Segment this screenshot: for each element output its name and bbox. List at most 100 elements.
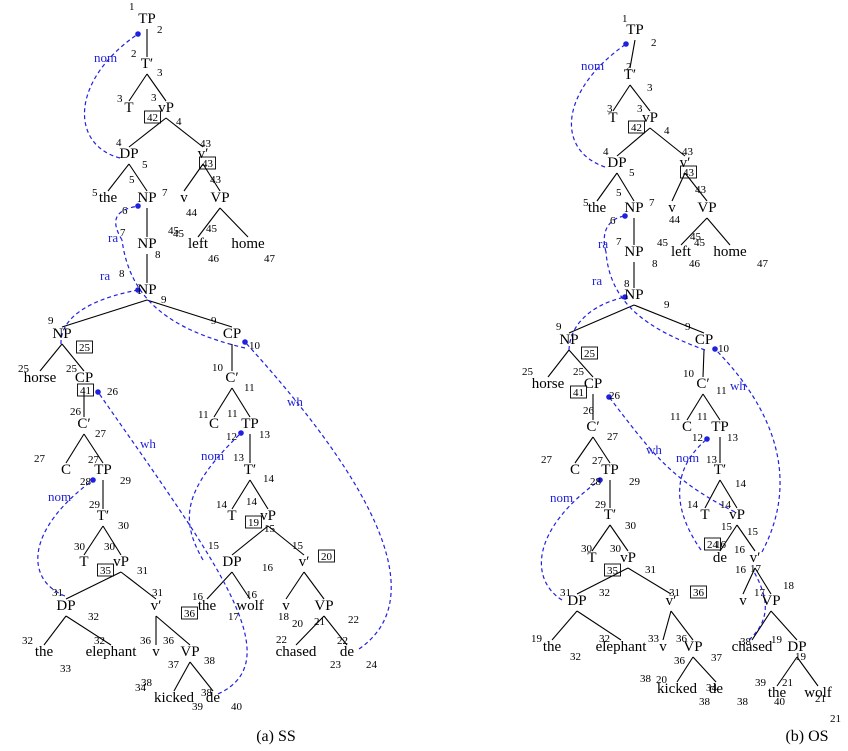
node-index: 37: [711, 652, 723, 664]
node-index: 11: [198, 409, 209, 421]
node-index: 10: [683, 368, 695, 380]
node-vbar: v′: [198, 146, 209, 162]
node-index: 17: [228, 611, 240, 623]
arc-label-nom: nom: [94, 50, 117, 65]
node-np3: NP: [624, 287, 643, 303]
node-chased: chased: [732, 639, 773, 655]
node-index: 15: [208, 540, 220, 552]
edge-vpr-vbarr: [267, 525, 305, 556]
arc-arrowhead: [623, 41, 629, 47]
node-VPr: VP: [761, 593, 780, 609]
node-index: 5: [629, 167, 635, 179]
edge-vpl-dpl: [65, 571, 122, 600]
node-index: 29: [595, 499, 607, 511]
boxed-index: 20: [321, 551, 333, 563]
node-index: 19: [531, 633, 543, 645]
node-index: 10: [249, 340, 261, 352]
node-index: 30: [625, 520, 637, 532]
edge-vbarl-VPl: [670, 610, 694, 641]
node-cpr: CP: [695, 332, 713, 348]
node-vpr: vP: [729, 507, 745, 523]
node-index: 38: [740, 636, 752, 648]
node-dpr: DP: [787, 639, 806, 655]
node-vr: v: [282, 598, 290, 614]
boxed-index: 36: [693, 587, 705, 599]
arc-arrowhead: [704, 436, 710, 442]
edge-cbarl-tpl: [592, 436, 611, 464]
node-tr: T: [227, 508, 236, 524]
node-np3: NP: [137, 282, 156, 298]
node-index: 10: [212, 362, 224, 374]
node-index: 22: [276, 634, 287, 646]
node-index: 19: [795, 651, 807, 663]
arc-arrowhead: [135, 287, 141, 293]
node-index: 5: [583, 197, 589, 209]
node-tbar: T′: [624, 67, 636, 83]
node-dp: DP: [119, 146, 138, 162]
node-index: 1: [129, 1, 135, 13]
boxed-index: 43: [202, 158, 214, 170]
arc-label-wh: wh: [140, 436, 156, 451]
edge-dp-the: [596, 172, 618, 202]
node-index: 30: [104, 541, 116, 553]
edge-cbarl-tpl: [83, 433, 104, 464]
edge-vbar-vpbig: [202, 163, 221, 192]
node-de1: de: [340, 644, 355, 660]
node-index: 43: [695, 184, 707, 196]
node-index: 31: [152, 587, 163, 599]
node-de2: de: [206, 690, 221, 706]
node-VPr: VP: [314, 598, 333, 614]
edge-tbarr-tr: [704, 479, 721, 509]
node-v: v: [180, 190, 188, 206]
node-index: 32: [570, 651, 581, 663]
node-index: 2: [131, 48, 137, 60]
index-box: [199, 156, 216, 170]
node-index: 36: [674, 655, 686, 667]
node-cbarr: C′: [225, 370, 238, 386]
arc-arrowhead: [606, 394, 612, 400]
node-index: 7: [162, 187, 168, 199]
arc-label-nom: nom: [676, 450, 699, 465]
node-index: 1: [622, 13, 628, 25]
node-index: 11: [244, 382, 255, 394]
index-box: [704, 537, 721, 551]
node-vbar: v′: [680, 155, 691, 171]
node-index: 13: [727, 432, 739, 444]
node-index: 38: [640, 673, 652, 685]
node-index: 12: [692, 432, 703, 444]
edge-VPl-kicked: [676, 656, 694, 683]
movement-arc-0: [83, 33, 139, 159]
movement-arc-3: [679, 438, 708, 551]
node-index: 20: [656, 674, 668, 686]
node-index: 4: [603, 146, 609, 158]
node-index: 45: [168, 225, 180, 237]
edge-dpr-wolf: [796, 656, 819, 687]
node-index: 32: [599, 587, 610, 599]
node-index: 24: [366, 659, 378, 671]
node-index: 8: [119, 268, 125, 280]
node-index: 11: [227, 408, 238, 420]
node-index: 45: [173, 228, 185, 240]
node-index: 43: [200, 138, 212, 150]
node-cbarl: C′: [586, 419, 599, 435]
node-cr: C: [682, 419, 692, 435]
node-tbar: T′: [141, 56, 153, 72]
node-index: 16: [734, 544, 746, 556]
node-elephant: elephant: [596, 639, 648, 655]
arc-arrowhead: [712, 346, 718, 352]
node-vbarr: v′: [299, 554, 310, 570]
movement-arc-4: [244, 341, 392, 650]
node-index: 17: [750, 563, 762, 575]
node-index: 4: [176, 116, 182, 128]
node-index: 22: [348, 614, 359, 626]
node-vr: v: [739, 593, 747, 609]
edge-tbarr-vpr: [719, 479, 738, 509]
edge-npl-cpl: [61, 343, 85, 372]
node-tp: TP: [138, 11, 156, 27]
edge-vbarr-vr: [742, 567, 756, 595]
node-index: 36: [676, 633, 688, 645]
edge-vpbig-home: [219, 207, 249, 238]
node-index: 14: [735, 478, 747, 490]
node-the3: the: [35, 644, 54, 660]
node-index: 9: [556, 321, 562, 333]
